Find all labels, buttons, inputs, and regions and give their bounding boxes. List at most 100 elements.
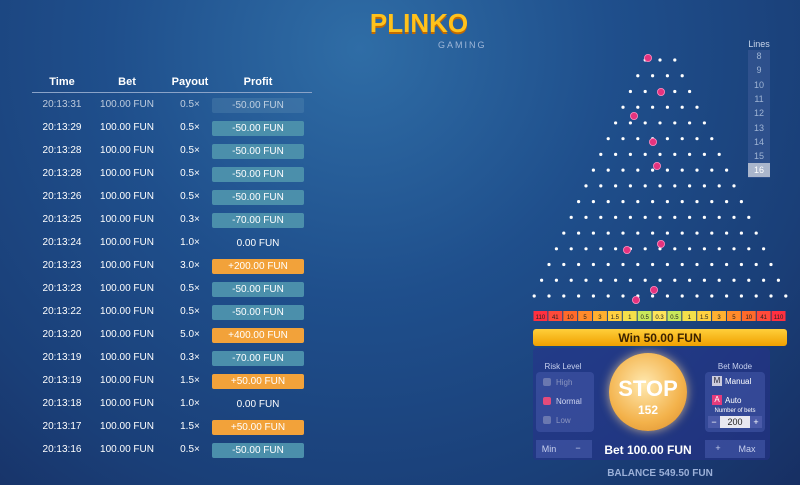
lines-option[interactable]: 10	[753, 79, 764, 90]
peg	[688, 184, 692, 188]
bet-mode-label: Bet Mode	[717, 362, 753, 371]
history-cell: 20:13:29	[42, 122, 82, 133]
history-cell: 0.5×	[180, 444, 200, 455]
slot	[741, 311, 756, 321]
peg	[643, 278, 647, 282]
peg	[651, 262, 655, 267]
peg	[673, 58, 677, 62]
bet-left-group	[536, 440, 592, 458]
lines-option[interactable]: 13	[753, 122, 764, 133]
risk-icon[interactable]	[543, 397, 551, 405]
number-minus[interactable]: −	[708, 416, 720, 428]
peg	[665, 137, 670, 141]
number-input[interactable]	[708, 416, 762, 428]
lines-option[interactable]: 11	[754, 93, 764, 104]
peg	[673, 121, 677, 125]
risk-option[interactable]: Normal	[556, 397, 582, 406]
bet-min[interactable]: Min	[541, 444, 557, 454]
history-cell: 100.00 FUN	[100, 191, 154, 202]
auto-option[interactable]: Auto	[725, 396, 742, 405]
peg	[717, 278, 721, 282]
peg	[636, 74, 640, 78]
slot-label: 0.5	[670, 315, 679, 321]
lines-option[interactable]: 8	[756, 51, 762, 61]
peg	[680, 168, 684, 172]
peg	[762, 278, 766, 282]
peg	[754, 231, 758, 235]
peg	[621, 168, 625, 172]
stop-count: 152	[637, 403, 659, 417]
peg	[688, 89, 692, 94]
peg	[569, 215, 573, 219]
slot-label: 110	[774, 315, 784, 321]
peg	[591, 262, 596, 267]
slot-label: 5	[732, 315, 736, 321]
slot-label: 110	[536, 315, 546, 321]
number-plus[interactable]: +	[750, 416, 762, 428]
risk-icon[interactable]	[543, 378, 551, 386]
lines-option[interactable]: 15	[753, 151, 764, 162]
slot-label: 5	[583, 315, 587, 321]
peg	[577, 294, 581, 298]
lines-option[interactable]: 12	[753, 108, 764, 119]
peg	[658, 152, 662, 156]
lines-option[interactable]: 14	[753, 136, 764, 147]
profit-pill: -50.00 FUN	[212, 282, 304, 297]
risk-icon[interactable]	[543, 416, 551, 424]
history-cell: 5.0×	[180, 329, 200, 340]
peg	[673, 152, 677, 156]
bet-max[interactable]: Max	[738, 444, 756, 454]
ball	[630, 112, 639, 121]
history-cell: 1.0×	[180, 398, 200, 409]
peg	[702, 215, 707, 219]
risk-option[interactable]: Low	[556, 416, 571, 425]
peg	[725, 262, 729, 267]
bet-amount: Bet 100.00 FUN	[604, 443, 692, 457]
bet-plus[interactable]: +	[715, 443, 721, 453]
win-banner	[533, 329, 787, 346]
profit-pill: -50.00 FUN	[212, 144, 304, 159]
profit-pill: -50.00 FUN	[212, 167, 304, 182]
peg	[673, 247, 677, 251]
auto-key[interactable]: A	[712, 395, 722, 405]
history-cell: 1.5×	[180, 421, 200, 432]
peg	[725, 231, 729, 235]
peg	[628, 184, 633, 188]
manual-option[interactable]: Manual	[725, 377, 752, 386]
peg	[695, 168, 699, 172]
stop-label[interactable]: STOP	[618, 376, 678, 401]
peg	[717, 184, 721, 188]
peg	[688, 278, 692, 282]
peg	[732, 278, 736, 282]
peg	[628, 215, 633, 219]
history-cell: 3.0×	[180, 260, 200, 271]
peg	[554, 278, 559, 282]
peg	[658, 215, 662, 219]
bet-minus[interactable]: −	[575, 443, 581, 453]
history-cell: 20:13:31	[42, 99, 82, 110]
manual-key[interactable]: M	[712, 376, 722, 386]
risk-option[interactable]: High	[556, 378, 573, 387]
peg	[688, 215, 692, 219]
slot-label: 1	[628, 315, 632, 321]
peg	[599, 247, 603, 251]
history-cell: 0.5×	[180, 191, 200, 202]
peg	[695, 231, 699, 235]
peg	[776, 278, 781, 282]
peg	[636, 200, 640, 204]
lines-option[interactable]: 9	[756, 65, 762, 76]
history-cell: 100.00 FUN	[100, 145, 154, 156]
profit-pill: -50.00 FUN	[212, 121, 304, 136]
peg	[688, 247, 692, 251]
peg	[577, 262, 581, 267]
peg	[621, 137, 625, 141]
peg	[702, 152, 707, 156]
slot	[697, 311, 712, 321]
lines-option[interactable]: 16	[748, 163, 770, 178]
stop-button[interactable]	[609, 353, 687, 431]
history-cell: 20:13:19	[42, 375, 82, 386]
peg	[643, 247, 647, 251]
profit-pill: +200.00 FUN	[212, 259, 304, 274]
